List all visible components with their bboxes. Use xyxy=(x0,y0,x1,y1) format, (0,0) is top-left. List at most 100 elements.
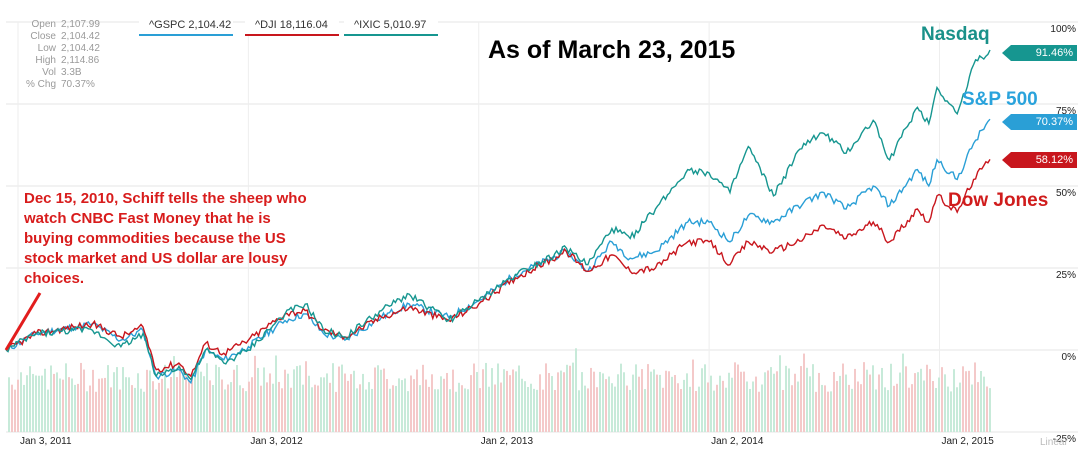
volume-bar xyxy=(548,373,550,432)
volume-bar xyxy=(908,387,910,432)
annotation-pointer xyxy=(4,292,42,351)
volume-bars xyxy=(8,348,991,432)
volume-bar xyxy=(521,378,523,432)
volume-bar xyxy=(401,380,403,432)
volume-bar xyxy=(884,387,886,432)
volume-bar xyxy=(587,388,589,432)
volume-bar xyxy=(299,365,301,432)
volume-bar xyxy=(161,378,163,432)
ohlc-label: Close xyxy=(30,31,56,42)
ohlc-label: High xyxy=(35,55,56,66)
volume-bar xyxy=(194,370,196,432)
volume-bar xyxy=(791,385,793,432)
volume-bar xyxy=(332,363,334,432)
ohlc-row: Open 2,107.99 xyxy=(18,19,100,31)
volume-bar xyxy=(638,376,640,432)
volume-bar xyxy=(242,388,244,432)
volume-bar xyxy=(674,375,676,432)
x-tick-label: Jan 2, 2015 xyxy=(941,436,994,447)
volume-bar xyxy=(323,377,325,432)
volume-bar xyxy=(482,369,484,432)
volume-bar xyxy=(683,379,685,432)
volume-bar xyxy=(128,377,130,432)
volume-bar xyxy=(353,370,355,432)
volume-bar xyxy=(20,372,22,432)
volume-bar xyxy=(374,367,376,432)
volume-bar xyxy=(203,376,205,432)
volume-bar xyxy=(770,367,772,432)
volume-bar xyxy=(269,373,271,432)
volume-bar xyxy=(848,384,850,432)
volume-bar xyxy=(962,366,964,432)
volume-bar xyxy=(617,374,619,432)
annotation-text: Dec 15, 2010, Schiff tells the sheep who… xyxy=(24,190,307,287)
volume-bar xyxy=(488,386,490,432)
volume-bar xyxy=(137,373,139,432)
legend-ixic[interactable]: ^IXIC 5,010.97 xyxy=(344,16,438,36)
volume-bar xyxy=(314,384,316,432)
volume-bar xyxy=(506,370,508,432)
volume-bar xyxy=(926,364,928,432)
volume-bar xyxy=(32,373,34,432)
volume-bar xyxy=(164,364,166,432)
volume-bar xyxy=(893,385,895,432)
volume-bar xyxy=(602,373,604,432)
volume-bar xyxy=(827,391,829,432)
volume-bar xyxy=(143,391,145,432)
volume-bar xyxy=(458,382,460,432)
volume-bar xyxy=(515,371,517,432)
ohlc-row: Low 2,104.42 xyxy=(18,43,100,55)
volume-bar xyxy=(788,368,790,432)
volume-bar xyxy=(824,385,826,432)
volume-bar xyxy=(977,382,979,432)
volume-bar xyxy=(149,370,151,432)
volume-bar xyxy=(119,389,121,432)
volume-bar xyxy=(761,384,763,432)
legend-gspc-label: ^GSPC 2,104.42 xyxy=(149,19,232,31)
volume-bar xyxy=(404,378,406,432)
volume-bar xyxy=(839,375,841,432)
volume-bar xyxy=(254,355,256,432)
volume-bar xyxy=(932,381,934,432)
volume-bar xyxy=(818,372,820,432)
volume-bar xyxy=(428,386,430,432)
volume-bar xyxy=(23,384,25,432)
volume-bar xyxy=(26,375,28,432)
volume-bar xyxy=(653,369,655,432)
volume-bar xyxy=(260,385,262,432)
volume-bar xyxy=(539,374,541,432)
volume-bar xyxy=(866,369,868,432)
volume-bar xyxy=(710,375,712,432)
volume-bar xyxy=(317,385,319,432)
volume-bar xyxy=(662,387,664,432)
volume-bar xyxy=(302,384,304,432)
legend-gspc[interactable]: ^GSPC 2,104.42 xyxy=(139,16,233,36)
volume-bar xyxy=(911,384,913,432)
volume-bar xyxy=(608,376,610,432)
volume-bar xyxy=(320,377,322,432)
volume-bar xyxy=(95,391,97,432)
scale-toggle[interactable]: Linear xyxy=(1040,437,1068,448)
volume-bar xyxy=(206,363,208,432)
ohlc-value: 2,107.99 xyxy=(61,19,100,30)
volume-bar xyxy=(620,363,622,432)
volume-bar xyxy=(668,371,670,432)
volume-bar xyxy=(62,379,64,432)
volume-bar xyxy=(335,391,337,432)
volume-bar xyxy=(752,381,754,432)
legend-dji-label: ^DJI 18,116.04 xyxy=(255,19,328,31)
volume-bar xyxy=(812,364,814,432)
volume-bar xyxy=(8,377,10,432)
volume-bar xyxy=(215,364,217,432)
volume-bar xyxy=(464,388,466,432)
volume-bar xyxy=(728,372,730,432)
ohlc-value: 3.3B xyxy=(61,67,82,78)
volume-bar xyxy=(461,385,463,432)
legend-dji[interactable]: ^DJI 18,116.04 xyxy=(245,16,339,36)
ohlc-value: 70.37% xyxy=(61,79,95,90)
volume-bar xyxy=(167,388,169,432)
volume-bar xyxy=(611,383,613,432)
volume-bar xyxy=(518,365,520,432)
volume-bar xyxy=(65,363,67,432)
volume-bar xyxy=(719,375,721,432)
